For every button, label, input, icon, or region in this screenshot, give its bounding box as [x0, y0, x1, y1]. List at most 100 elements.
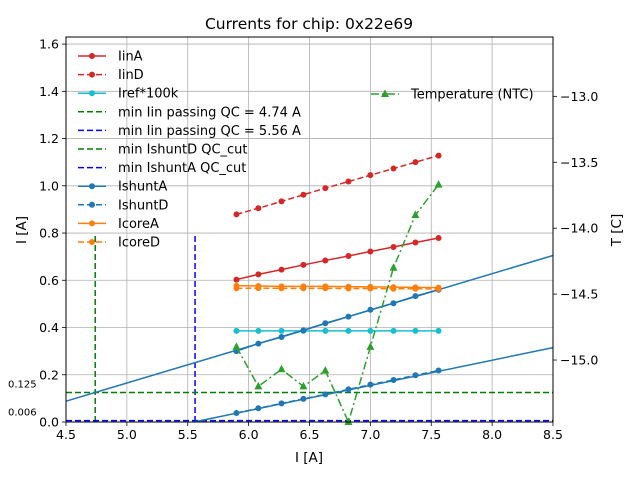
y2-axis-label: T [C]	[609, 214, 625, 248]
qc-cut-label: 0.125	[8, 379, 37, 390]
data-point	[367, 285, 374, 292]
temperature-point	[344, 417, 353, 425]
legend-marker	[89, 239, 95, 245]
x-tick-label: 8.0	[482, 427, 502, 442]
y2-tick-label: −14.5	[560, 287, 598, 302]
legend-label: min IshuntA QC_cut	[118, 161, 246, 176]
legend-label: min Iin passing QC = 4.74 A	[118, 105, 301, 120]
data-point	[300, 285, 307, 292]
legend-marker	[89, 53, 95, 59]
data-point	[322, 185, 329, 192]
data-point	[345, 386, 352, 393]
data-point	[345, 327, 352, 334]
legend-label: IinA	[118, 50, 143, 65]
legend-temperature: Temperature (NTC)	[371, 88, 534, 103]
data-point	[322, 320, 329, 327]
y-tick-label: 0.6	[39, 273, 59, 288]
y-axis-label: I [A]	[14, 216, 30, 244]
series-line	[236, 369, 439, 414]
data-point	[255, 285, 262, 292]
data-point	[255, 405, 262, 412]
temperature-point	[254, 381, 263, 390]
data-point	[412, 372, 419, 379]
data-point	[367, 327, 374, 334]
data-point	[278, 400, 285, 407]
data-point	[278, 333, 285, 340]
y2-tick-label: −14.0	[560, 221, 598, 236]
data-point	[233, 410, 240, 417]
qc-cut-labels: 0.125 0.006	[8, 379, 37, 418]
data-point	[345, 313, 352, 320]
y2-tick-label: −15.0	[560, 353, 598, 368]
data-point	[435, 367, 442, 374]
legend: IinA IinD Iref*100k min Iin passing QC = 4.…	[78, 50, 301, 251]
data-point	[300, 261, 307, 268]
y-tick-label: 1.2	[39, 131, 59, 146]
x-tick-label: 5.5	[178, 427, 198, 442]
y-tick-label: 0.2	[39, 367, 59, 382]
legend-marker	[89, 183, 95, 190]
x-tick-label: 4.5	[56, 427, 76, 442]
data-point	[390, 165, 397, 172]
y2-tick-label: −13.5	[560, 155, 598, 170]
data-point	[233, 276, 240, 283]
data-point	[322, 391, 329, 398]
legend-label: min IshuntD QC_cut	[118, 143, 248, 158]
temperature-point	[277, 364, 286, 373]
y-tick-label: 0.4	[39, 320, 59, 335]
data-point	[412, 159, 419, 166]
temperature-point	[434, 180, 443, 188]
data-point	[345, 178, 352, 185]
legend-marker	[89, 201, 95, 208]
data-point	[435, 152, 442, 159]
data-point	[255, 327, 262, 334]
data-point	[322, 257, 329, 264]
y-tick-label: 0.8	[39, 226, 59, 241]
y2-ticks: −15.0 −14.5 −14.0 −13.5 −13.0	[553, 89, 598, 368]
legend-label: IshuntA	[118, 180, 167, 195]
y-tick-label: 1.4	[39, 84, 59, 99]
y-tick-label: 1.6	[39, 37, 59, 52]
data-point	[390, 300, 397, 307]
legend-label: min Iin passing QC = 5.56 A	[118, 124, 301, 139]
data-point	[367, 381, 374, 388]
data-point	[367, 172, 374, 179]
legend-marker	[89, 90, 95, 97]
data-point	[255, 340, 262, 347]
legend-label: IinD	[118, 68, 144, 83]
chart-title: Currents for chip: 0x22e69	[205, 15, 413, 33]
data-point	[300, 191, 307, 198]
y-tick-label: 1.0	[39, 178, 59, 193]
data-point	[412, 327, 419, 334]
legend-label: Iref*100k	[118, 87, 179, 102]
series-line	[236, 287, 439, 290]
legend-label: Temperature (NTC)	[410, 88, 534, 103]
x-tick-label: 6.5	[300, 427, 320, 442]
x-tick-label: 5.0	[117, 427, 137, 442]
data-point	[233, 327, 240, 334]
data-point	[367, 248, 374, 255]
temperature-point	[321, 366, 330, 374]
data-point	[255, 205, 262, 212]
legend-marker	[89, 220, 95, 227]
reference-lines	[66, 233, 553, 422]
x-tick-label: 6.0	[239, 427, 259, 442]
legend-marker	[89, 71, 95, 78]
series-line	[236, 289, 439, 352]
y2-tick-label: −13.0	[560, 89, 598, 104]
legend-label: IcoreD	[118, 236, 160, 251]
data-point	[322, 285, 329, 292]
data-point	[278, 266, 285, 273]
legend-marker	[381, 89, 389, 97]
series-layer	[233, 152, 442, 417]
series-line	[236, 237, 439, 281]
series-line	[236, 284, 439, 289]
qc-cut-label: 0.006	[8, 408, 37, 419]
temperature-point	[232, 342, 241, 350]
data-point	[412, 293, 419, 300]
series-line	[236, 154, 439, 216]
data-point	[278, 198, 285, 205]
data-point	[345, 285, 352, 292]
x-axis-label: I [A]	[295, 450, 323, 466]
